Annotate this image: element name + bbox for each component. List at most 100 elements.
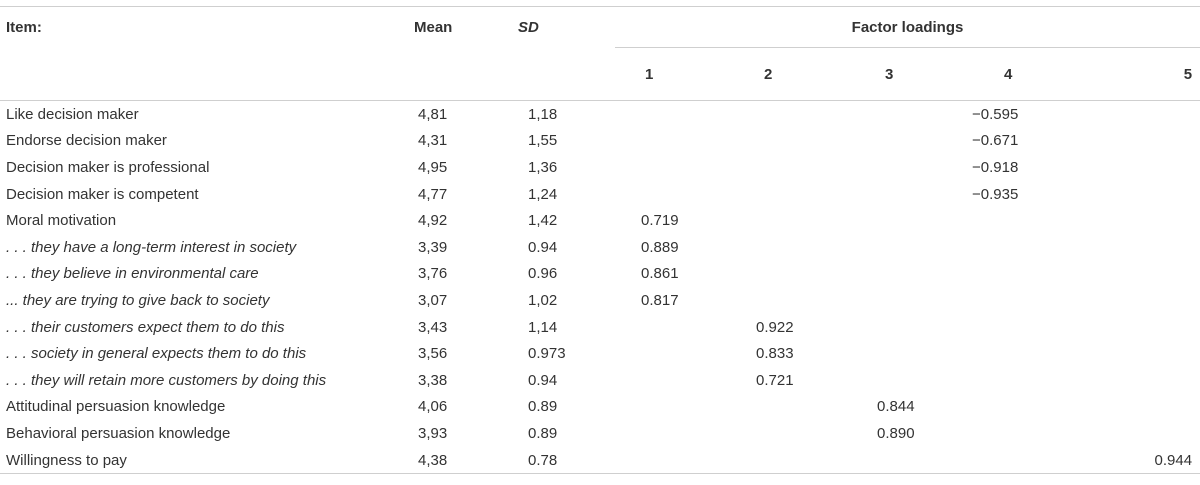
factor-5-loading-cell: [1083, 101, 1200, 128]
factor-3-loading-cell: [849, 234, 966, 261]
factor-1-loading-cell: 0.889: [641, 238, 679, 256]
mean-cell: 4,31: [418, 132, 448, 150]
factor-4-loading-cell: [966, 340, 1083, 367]
factor-4-loading-cell: [966, 367, 1083, 394]
factor-4-header: 4: [966, 47, 1083, 101]
factor-4-loading-cell: [966, 261, 1083, 288]
factor-2-loading-cell: [732, 128, 849, 155]
factor-4-loading-cell: −0.595: [972, 105, 1019, 123]
sd-cell: 0.94: [528, 371, 558, 389]
factor-3-loading-cell: [849, 340, 966, 367]
factor-5-loading-cell: [1083, 234, 1200, 261]
factor-4-loading-cell: −0.918: [972, 158, 1019, 176]
factor-1-loading-cell: [615, 340, 732, 367]
factor-loadings-table: Item: Mean SD Factor loadings 1 2 3 4 5 …: [0, 6, 1200, 475]
factor-1-loading-cell: [615, 128, 732, 155]
table-row: . . . they believe in environmental care…: [0, 261, 1200, 288]
mean-cell: 3,93: [418, 424, 448, 442]
item-cell: Behavioral persuasion knowledge: [6, 424, 231, 442]
factor-3-loading-cell: [849, 128, 966, 155]
factor-1-loading-cell: [615, 446, 732, 475]
item-cell: . . . they believe in environmental care: [6, 265, 259, 283]
table-row: . . . they will retain more customers by…: [0, 367, 1200, 394]
factor-1-loading-cell: [615, 154, 732, 181]
factor-5-loading-cell: [1083, 261, 1200, 288]
factor-1-loading-cell: 0.719: [641, 212, 679, 230]
factor-1-loading-cell: [615, 314, 732, 341]
factor-5-loading-cell: [1083, 367, 1200, 394]
item-cell: . . . their customers expect them to do …: [6, 318, 285, 336]
factor-5-loading-cell: [1083, 314, 1200, 341]
factor-3-loading-cell: [849, 261, 966, 288]
table-row: . . . their customers expect them to do …: [0, 314, 1200, 341]
factor-4-loading-cell: [966, 287, 1083, 314]
factor-3-loading-cell: [849, 314, 966, 341]
factor-1-loading-cell: [615, 394, 732, 421]
factor-2-loading-cell: 0.721: [756, 371, 794, 389]
header-row-2: 1 2 3 4 5: [0, 47, 1200, 101]
factor-2-loading-cell: [732, 101, 849, 128]
mean-cell: 3,38: [418, 371, 448, 389]
factor-4-loading-cell: [966, 207, 1083, 234]
sd-cell: 1,18: [528, 105, 558, 123]
factor-5-loading-cell: [1083, 394, 1200, 421]
factor-2-loading-cell: 0.922: [756, 318, 794, 336]
item-cell: . . . they will retain more customers by…: [6, 371, 327, 389]
factor-3-loading-cell: [849, 287, 966, 314]
table-row: Like decision maker 4,81 1,18 −0.595: [0, 101, 1200, 128]
factor-3-loading-cell: [849, 446, 966, 475]
sd-cell: 0.89: [528, 424, 558, 442]
table-row: . . . they have a long-term interest in …: [0, 234, 1200, 261]
table-body: Like decision maker 4,81 1,18 −0.595 Endorse…: [0, 101, 1200, 475]
table-row: Willingness to pay 4,38 0.78 0.944: [0, 446, 1200, 475]
factor-4-loading-cell: [966, 394, 1083, 421]
factor-3-loading-cell: 0.890: [877, 424, 915, 442]
factor-5-loading-cell: [1083, 207, 1200, 234]
factor-5-header: 5: [1083, 47, 1200, 101]
item-cell: Attitudinal persuasion knowledge: [6, 398, 226, 416]
factor-1-loading-cell: [615, 181, 732, 208]
factor-4-loading-cell: [966, 234, 1083, 261]
table-row: . . . society in general expects them to…: [0, 340, 1200, 367]
table-row: Decision maker is professional 4,95 1,36 −0…: [0, 154, 1200, 181]
factor-1-loading-cell: [615, 101, 732, 128]
item-cell: Decision maker is competent: [6, 185, 199, 203]
factor-2-loading-cell: 0.833: [756, 345, 794, 363]
mean-cell: 3,43: [418, 318, 448, 336]
mean-cell: 3,07: [418, 291, 448, 309]
factor-4-loading-cell: −0.935: [972, 185, 1019, 203]
sd-cell: 0.94: [528, 238, 558, 256]
sd-cell: 1,02: [528, 291, 558, 309]
sd-header: SD: [480, 6, 615, 101]
mean-cell: 3,56: [418, 345, 448, 363]
mean-cell: 4,95: [418, 158, 448, 176]
item-cell: . . . society in general expects them to…: [6, 345, 307, 363]
sd-cell: 1,24: [528, 185, 558, 203]
mean-cell: 4,77: [418, 185, 448, 203]
sd-cell: 1,42: [528, 212, 558, 230]
factor-3-loading-cell: [849, 101, 966, 128]
table-row: Moral motivation 4,92 1,42 0.719: [0, 207, 1200, 234]
factor-2-header: 2: [732, 47, 849, 101]
mean-cell: 3,76: [418, 265, 448, 283]
factor-4-loading-cell: [966, 420, 1083, 447]
factor-2-loading-cell: [732, 420, 849, 447]
factor-2-loading-cell: [732, 446, 849, 475]
factor-5-loading-cell: [1083, 420, 1200, 447]
factor-3-loading-cell: [849, 181, 966, 208]
sd-cell: 0.96: [528, 265, 558, 283]
sd-cell: 1,55: [528, 132, 558, 150]
factor-loadings-header: Factor loadings: [615, 6, 1200, 48]
mean-cell: 4,06: [418, 398, 448, 416]
factor-1-loading-cell: [615, 367, 732, 394]
factor-5-loading-cell: [1083, 181, 1200, 208]
mean-cell: 4,38: [390, 446, 480, 475]
sd-cell: 1,36: [528, 158, 558, 176]
table-row: Decision maker is competent 4,77 1,24 −0.93…: [0, 181, 1200, 208]
factor-3-loading-cell: [849, 367, 966, 394]
table-row: ... they are trying to give back to soci…: [0, 287, 1200, 314]
factor-4-loading-cell: [966, 446, 1083, 475]
factor-2-loading-cell: [732, 234, 849, 261]
sd-cell: 0.973: [528, 345, 566, 363]
